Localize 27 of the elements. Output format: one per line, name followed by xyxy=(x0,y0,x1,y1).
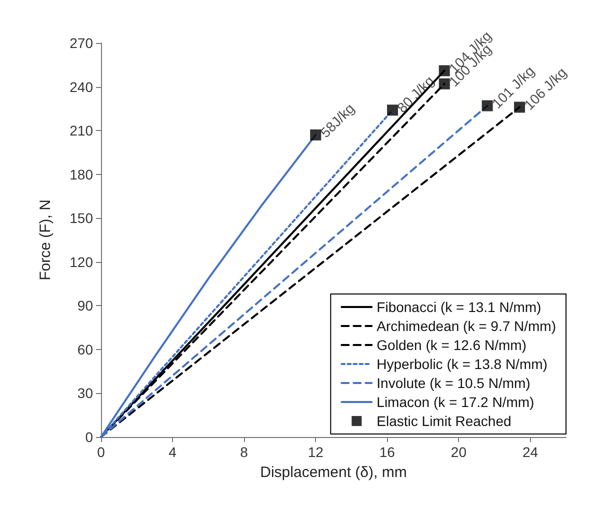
annotation: 80 J/kg xyxy=(394,72,438,116)
y-tick-label: 120 xyxy=(70,254,94,270)
x-tick-label: 20 xyxy=(450,444,467,460)
legend-label: Involute (k = 10.5 N/mm) xyxy=(376,375,530,391)
y-tick-label: 210 xyxy=(70,122,94,139)
x-axis-title: Displacement (δ), mm xyxy=(260,464,407,481)
legend-label: Archimedean (k = 9.7 N/mm) xyxy=(376,318,556,334)
y-axis-title: Force (F), N xyxy=(37,200,54,280)
legend-label: Fibonacci (k = 13.1 N/mm) xyxy=(376,299,542,315)
legend-label: Hyperbolic (k = 13.8 N/mm) xyxy=(376,356,548,372)
x-tick-label: 24 xyxy=(522,444,538,460)
y-tick-label: 270 xyxy=(70,35,94,51)
legend-label: Limacon (k = 17.2 N/mm) xyxy=(376,394,534,410)
y-tick-label: 150 xyxy=(70,210,94,226)
y-tick-label: 90 xyxy=(77,298,94,314)
legend-label: Golden (k = 12.6 N/mm) xyxy=(376,337,526,353)
y-tick-label: 60 xyxy=(77,341,94,358)
x-tick-label: 16 xyxy=(379,444,396,460)
y-tick-label: 180 xyxy=(70,166,94,182)
y-tick-label: 30 xyxy=(77,385,94,402)
x-tick-label: 0 xyxy=(97,444,106,460)
x-tick-label: 4 xyxy=(168,444,177,460)
legend-label: Elastic Limit Reached xyxy=(376,413,512,429)
x-tick-label: 8 xyxy=(240,444,248,460)
x-tick-label: 12 xyxy=(308,444,324,460)
y-tick-label: 240 xyxy=(70,78,94,95)
y-tick-label: 0 xyxy=(85,429,94,445)
